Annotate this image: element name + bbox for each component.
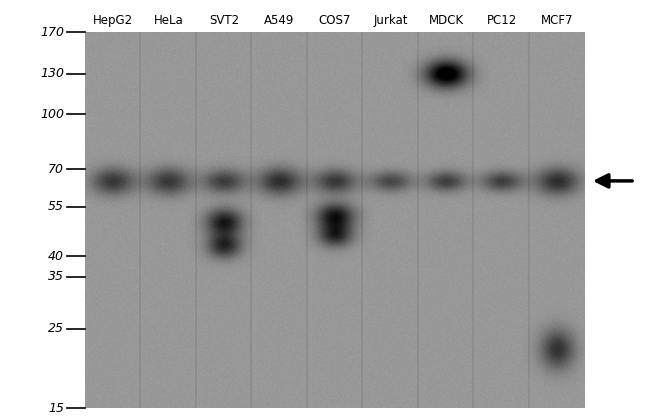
Text: 100: 100 <box>40 108 64 121</box>
Text: A549: A549 <box>265 14 294 27</box>
Text: SVT2: SVT2 <box>209 14 239 27</box>
Text: HeLa: HeLa <box>153 14 183 27</box>
Text: PC12: PC12 <box>487 14 517 27</box>
Text: Jurkat: Jurkat <box>373 14 408 27</box>
Text: 15: 15 <box>48 402 64 415</box>
Text: COS7: COS7 <box>318 14 351 27</box>
Text: 170: 170 <box>40 25 64 38</box>
Text: 40: 40 <box>48 250 64 263</box>
Text: 35: 35 <box>48 270 64 283</box>
Text: 55: 55 <box>48 200 64 213</box>
Text: 25: 25 <box>48 322 64 335</box>
Text: MDCK: MDCK <box>428 14 463 27</box>
Text: HepG2: HepG2 <box>93 14 133 27</box>
Text: 70: 70 <box>48 163 64 176</box>
Text: 130: 130 <box>40 67 64 80</box>
Text: MCF7: MCF7 <box>541 14 573 27</box>
